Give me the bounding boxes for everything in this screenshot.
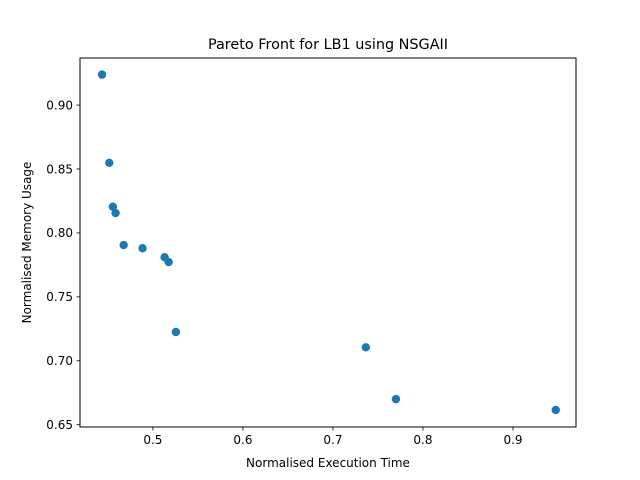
data-point [164,257,173,267]
y-axis-label: Normalised Memory Usage [20,162,34,324]
x-tick-label: 0.6 [233,433,252,447]
y-tick-label: 0.75 [46,290,73,304]
y-tick-label: 0.70 [46,354,73,368]
y-tick-label: 0.80 [46,226,73,240]
data-point [97,70,107,79]
x-tick-label: 0.5 [143,433,162,447]
data-point [108,202,118,211]
y-axis-ticks: 0.65 0.70 0.75 0.80 0.85 0.90 [46,98,80,432]
data-point [138,244,147,253]
data-point [119,240,128,250]
data-point [551,405,560,415]
x-tick-label: 0.7 [323,433,342,447]
x-axis-ticks: 0.5 0.6 0.7 0.8 0.9 [143,427,523,447]
x-tick-label: 0.9 [503,433,522,447]
data-point [391,394,401,404]
data-point [105,158,114,168]
x-tick-label: 0.8 [413,433,432,447]
plot-frame [79,57,577,428]
y-tick-label: 0.90 [46,98,73,112]
y-tick-label: 0.85 [46,162,73,176]
data-point [111,208,120,218]
data-point [361,343,371,352]
y-tick-label: 0.65 [46,418,73,432]
x-axis-label: Normalised Execution Time [246,456,410,470]
data-point [171,327,181,337]
points-layer [97,70,560,415]
chart-title: Pareto Front for LB1 using NSGAII [208,37,448,53]
